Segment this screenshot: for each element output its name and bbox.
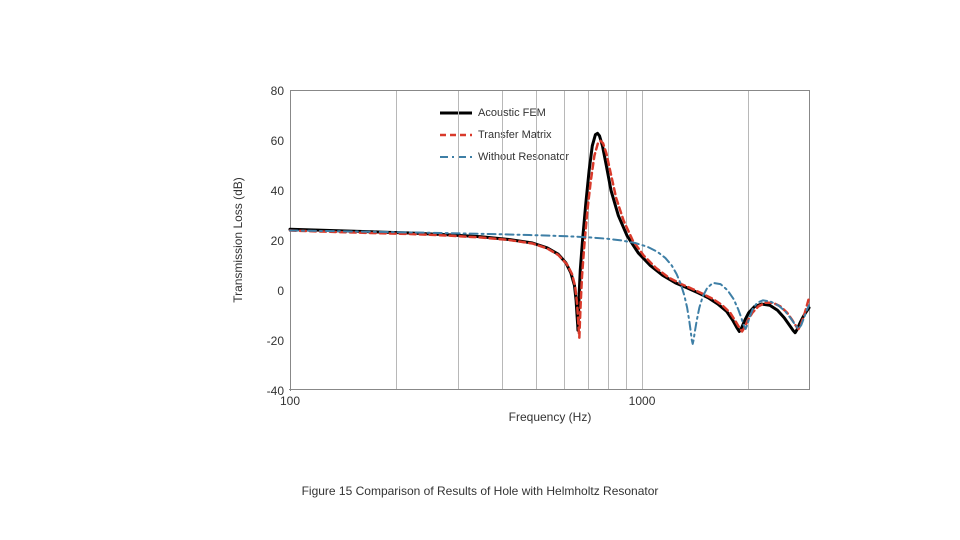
y-axis-label: Transmission Loss (dB) [231,177,245,303]
transmission-loss-chart: Transmission Loss (dB) Frequency (Hz) Ac… [190,80,830,420]
figure-caption: Figure 15 Comparison of Results of Hole … [302,484,659,498]
y-tick-label: -20 [267,334,284,348]
series-layer [290,91,809,390]
plot-area: Acoustic FEMTransfer MatrixWithout Reson… [290,90,810,390]
y-tick-label: -40 [267,384,284,398]
series-line-0 [290,133,809,332]
y-tick-label: 80 [271,84,284,98]
y-tick-label: 0 [277,284,284,298]
y-tick-label: 60 [271,134,284,148]
x-axis-label: Frequency (Hz) [509,410,592,424]
series-line-1 [290,141,809,338]
y-tick-label: 40 [271,184,284,198]
x-tick-label: 1000 [629,394,656,408]
y-tick-label: 20 [271,234,284,248]
